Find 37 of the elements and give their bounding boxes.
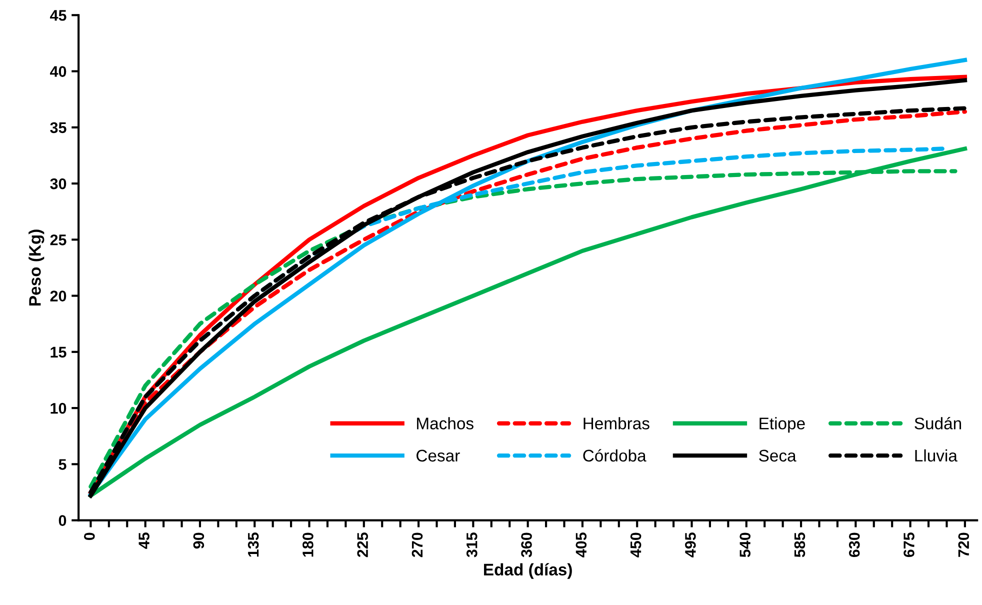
x-tick-label: 180 <box>302 532 314 557</box>
y-tick-label: 45 <box>50 10 66 21</box>
x-tick-label: 630 <box>848 532 860 558</box>
y-tick-label: 25 <box>50 234 66 246</box>
x-tick-label: 135 <box>248 532 259 557</box>
x-tick-label: 270 <box>412 532 423 558</box>
y-axis-title: Peso (Kg) <box>28 230 44 306</box>
x-tick-label: 675 <box>904 532 914 558</box>
x-tick-label: 495 <box>685 532 696 558</box>
y-tick-label: 30 <box>50 178 66 190</box>
legend-label: Córdoba <box>583 449 646 462</box>
x-tick-label: 360 <box>521 532 532 558</box>
x-tick-label: 315 <box>466 532 478 558</box>
legend-label: Cesar <box>416 450 460 462</box>
y-tick-label: 10 <box>50 402 66 414</box>
x-tick-label: 585 <box>794 532 806 558</box>
legend-label: Seca <box>759 450 796 462</box>
y-tick-label: 0 <box>58 515 66 526</box>
x-tick-label: 225 <box>357 532 368 558</box>
x-axis-title: Edad (días) <box>484 563 572 579</box>
x-tick-label: 450 <box>630 532 642 558</box>
legend-label: Hembras <box>584 417 650 430</box>
x-tick-label: 90 <box>193 532 204 549</box>
x-tick-label: 45 <box>138 532 150 549</box>
legend-label: Sudán <box>914 416 962 430</box>
x-tick-label: 405 <box>576 532 587 558</box>
y-tick-label: 5 <box>58 459 66 470</box>
legend-label: Lluvia <box>915 449 958 462</box>
x-tick-label: 0 <box>84 532 95 540</box>
y-tick-label: 15 <box>50 346 66 358</box>
x-tick-label: 540 <box>740 532 750 558</box>
y-tick-label: 20 <box>50 290 66 302</box>
legend-label: Machos <box>417 417 474 430</box>
y-tick-label: 40 <box>50 66 66 77</box>
legend-label: Etiope <box>760 417 805 433</box>
x-tick-label: 720 <box>958 532 970 557</box>
y-tick-label: 35 <box>50 122 66 134</box>
